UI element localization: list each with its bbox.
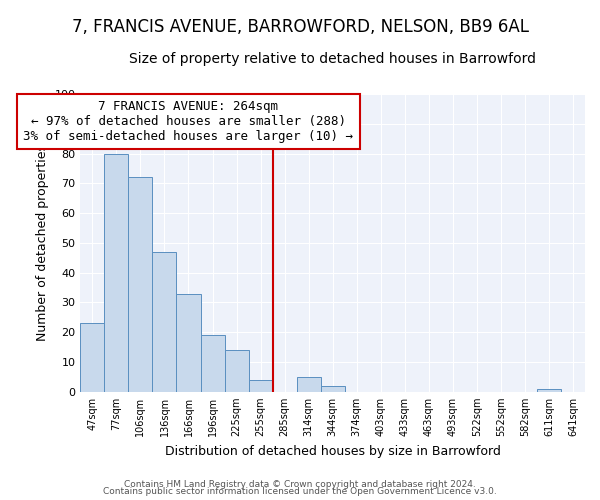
Text: Contains HM Land Registry data © Crown copyright and database right 2024.: Contains HM Land Registry data © Crown c…	[124, 480, 476, 489]
Text: 7 FRANCIS AVENUE: 264sqm
← 97% of detached houses are smaller (288)
3% of semi-d: 7 FRANCIS AVENUE: 264sqm ← 97% of detach…	[23, 100, 353, 143]
X-axis label: Distribution of detached houses by size in Barrowford: Distribution of detached houses by size …	[165, 444, 500, 458]
Bar	[176, 294, 200, 392]
Bar	[152, 252, 176, 392]
Bar	[296, 377, 320, 392]
Bar	[80, 324, 104, 392]
Bar	[128, 178, 152, 392]
Bar	[248, 380, 272, 392]
Title: Size of property relative to detached houses in Barrowford: Size of property relative to detached ho…	[129, 52, 536, 66]
Bar	[224, 350, 248, 392]
Bar	[104, 154, 128, 392]
Y-axis label: Number of detached properties: Number of detached properties	[36, 144, 49, 342]
Text: Contains public sector information licensed under the Open Government Licence v3: Contains public sector information licen…	[103, 487, 497, 496]
Bar	[537, 389, 561, 392]
Bar	[320, 386, 344, 392]
Bar	[200, 335, 224, 392]
Text: 7, FRANCIS AVENUE, BARROWFORD, NELSON, BB9 6AL: 7, FRANCIS AVENUE, BARROWFORD, NELSON, B…	[71, 18, 529, 36]
